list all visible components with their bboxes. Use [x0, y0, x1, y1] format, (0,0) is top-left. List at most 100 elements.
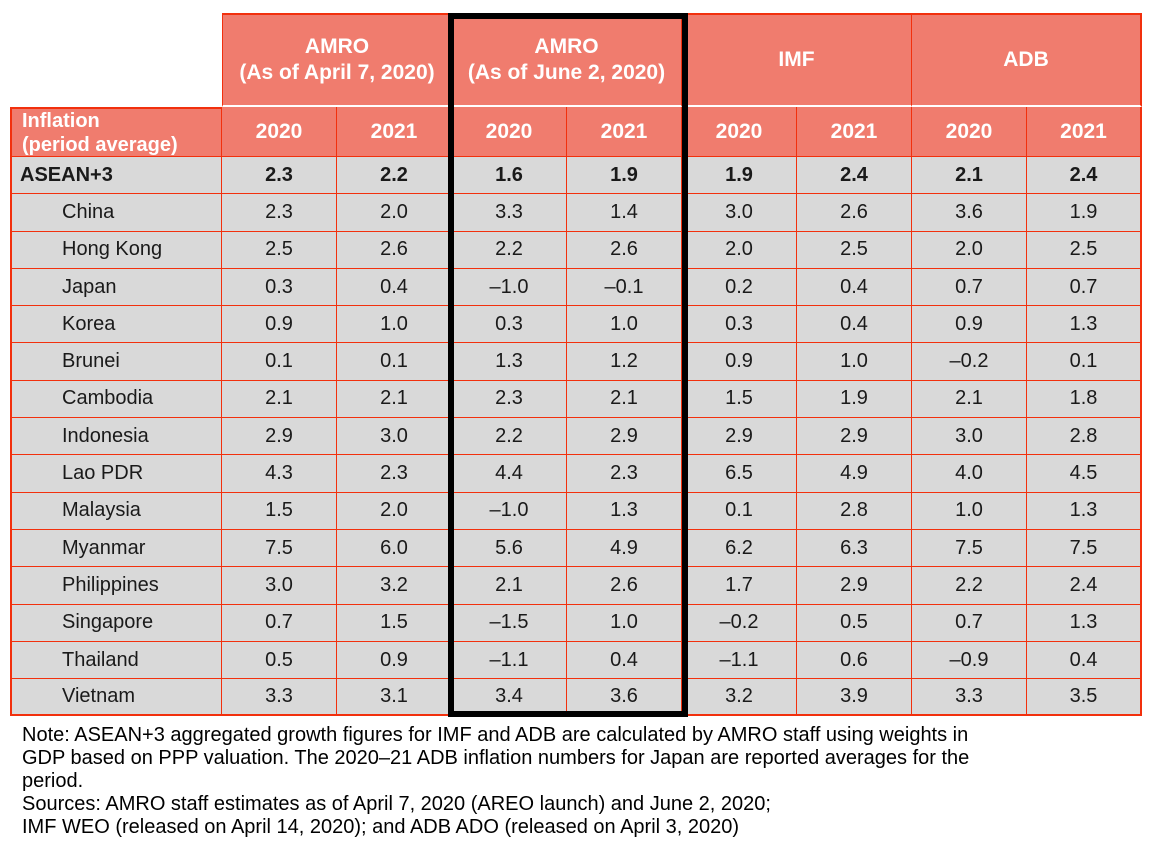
org-header-amro-june: AMRO (As of June 2, 2020) [452, 13, 682, 107]
value-cell: 2.5 [222, 231, 337, 269]
value-cell: 3.5 [1027, 679, 1142, 717]
value-cell: 2.1 [912, 157, 1027, 195]
value-cell: 2.1 [452, 567, 567, 605]
value-cell: 0.9 [222, 306, 337, 344]
value-cell: 1.3 [567, 492, 682, 530]
value-cell: 1.7 [682, 567, 797, 605]
value-cell: 1.3 [1027, 306, 1142, 344]
value-cell: 7.5 [1027, 529, 1142, 568]
value-cell: 1.0 [567, 604, 682, 642]
year-header: 2021 [1027, 107, 1142, 157]
org-sublabel: (As of April 7, 2020) [239, 61, 435, 84]
org-sublabel: (As of June 2, 2020) [467, 61, 666, 84]
value-cell: 0.1 [1027, 343, 1142, 381]
value-cell: 2.3 [337, 455, 452, 493]
note-line: period. [22, 770, 84, 792]
row-label-economy: Malaysia [10, 492, 222, 530]
value-cell: 0.7 [222, 604, 337, 642]
value-cell: 0.4 [797, 268, 912, 307]
org-header-amro-april: AMRO (As of April 7, 2020) [222, 13, 452, 107]
value-cell: 2.5 [1027, 231, 1142, 269]
row-label-economy: Myanmar [10, 529, 222, 568]
year-header: 2021 [567, 107, 682, 157]
value-cell: –0.2 [682, 604, 797, 642]
value-cell: 1.6 [452, 157, 567, 195]
value-cell: 0.4 [567, 641, 682, 680]
value-cell: 2.4 [797, 157, 912, 195]
value-cell: 2.8 [1027, 418, 1142, 456]
value-cell: 3.1 [337, 679, 452, 717]
org-label: ADB [1003, 48, 1049, 71]
value-cell: 1.0 [567, 306, 682, 344]
value-cell: 2.0 [682, 231, 797, 269]
value-cell: 0.3 [682, 306, 797, 344]
corner-header-inflation: Inflation (period average) [10, 107, 222, 157]
empty-corner-cell [10, 13, 222, 107]
value-cell: 1.9 [1027, 194, 1142, 232]
value-cell: 2.2 [912, 567, 1027, 605]
value-cell: 2.6 [337, 231, 452, 269]
value-cell: 2.3 [222, 194, 337, 232]
value-cell: 1.8 [1027, 380, 1142, 419]
org-label: AMRO [534, 35, 599, 58]
org-label: IMF [778, 48, 815, 71]
note-line: Note: ASEAN+3 aggregated growth figures … [22, 724, 969, 746]
value-cell: 0.9 [912, 306, 1027, 344]
forecast-table: AMRO (As of April 7, 2020) AMRO (As of J… [10, 13, 1142, 717]
org-header-imf: IMF [682, 13, 912, 107]
value-cell: 4.5 [1027, 455, 1142, 493]
value-cell: 2.1 [912, 380, 1027, 419]
value-cell: 1.9 [567, 157, 682, 195]
value-cell: 3.3 [912, 679, 1027, 717]
value-cell: 0.5 [222, 641, 337, 680]
value-cell: 0.1 [222, 343, 337, 381]
value-cell: 3.0 [912, 418, 1027, 456]
year-header: 2020 [222, 107, 337, 157]
value-cell: 1.3 [1027, 604, 1142, 642]
row-label-economy: Hong Kong [10, 231, 222, 269]
value-cell: 2.3 [222, 157, 337, 195]
value-cell: 2.6 [567, 567, 682, 605]
value-cell: 3.6 [567, 679, 682, 717]
value-cell: 1.5 [222, 492, 337, 530]
value-cell: 0.7 [912, 268, 1027, 307]
value-cell: –0.9 [912, 641, 1027, 680]
value-cell: 2.9 [797, 418, 912, 456]
corner-header-line1: Inflation [22, 109, 100, 132]
note-line: Sources: AMRO staff estimates as of Apri… [22, 793, 771, 815]
value-cell: 7.5 [912, 529, 1027, 568]
value-cell: 6.5 [682, 455, 797, 493]
value-cell: 0.3 [222, 268, 337, 307]
value-cell: 1.2 [567, 343, 682, 381]
org-label: AMRO [304, 35, 370, 58]
value-cell: –1.5 [452, 604, 567, 642]
value-cell: 3.9 [797, 679, 912, 717]
row-label-economy: Vietnam [10, 679, 222, 717]
value-cell: 3.0 [337, 418, 452, 456]
org-header-adb: ADB [912, 13, 1142, 107]
value-cell: 6.3 [797, 529, 912, 568]
value-cell: 3.3 [222, 679, 337, 717]
row-label-economy: Indonesia [10, 418, 222, 456]
value-cell: 4.3 [222, 455, 337, 493]
value-cell: 1.5 [337, 604, 452, 642]
value-cell: –0.2 [912, 343, 1027, 381]
value-cell: 1.9 [797, 380, 912, 419]
value-cell: 7.5 [222, 529, 337, 568]
value-cell: 2.0 [912, 231, 1027, 269]
year-header: 2020 [682, 107, 797, 157]
value-cell: 5.6 [452, 529, 567, 568]
year-header: 2020 [452, 107, 567, 157]
value-cell: –1.1 [682, 641, 797, 680]
value-cell: 2.9 [567, 418, 682, 456]
value-cell: 2.2 [337, 157, 452, 195]
corner-header-line2: (period average) [22, 133, 178, 156]
row-label-economy: Lao PDR [10, 455, 222, 493]
value-cell: 0.7 [912, 604, 1027, 642]
value-cell: 2.9 [682, 418, 797, 456]
row-label-economy: Thailand [10, 641, 222, 680]
row-label-economy: China [10, 194, 222, 232]
row-label-economy: Philippines [10, 567, 222, 605]
value-cell: 0.4 [1027, 641, 1142, 680]
value-cell: 2.1 [567, 380, 682, 419]
